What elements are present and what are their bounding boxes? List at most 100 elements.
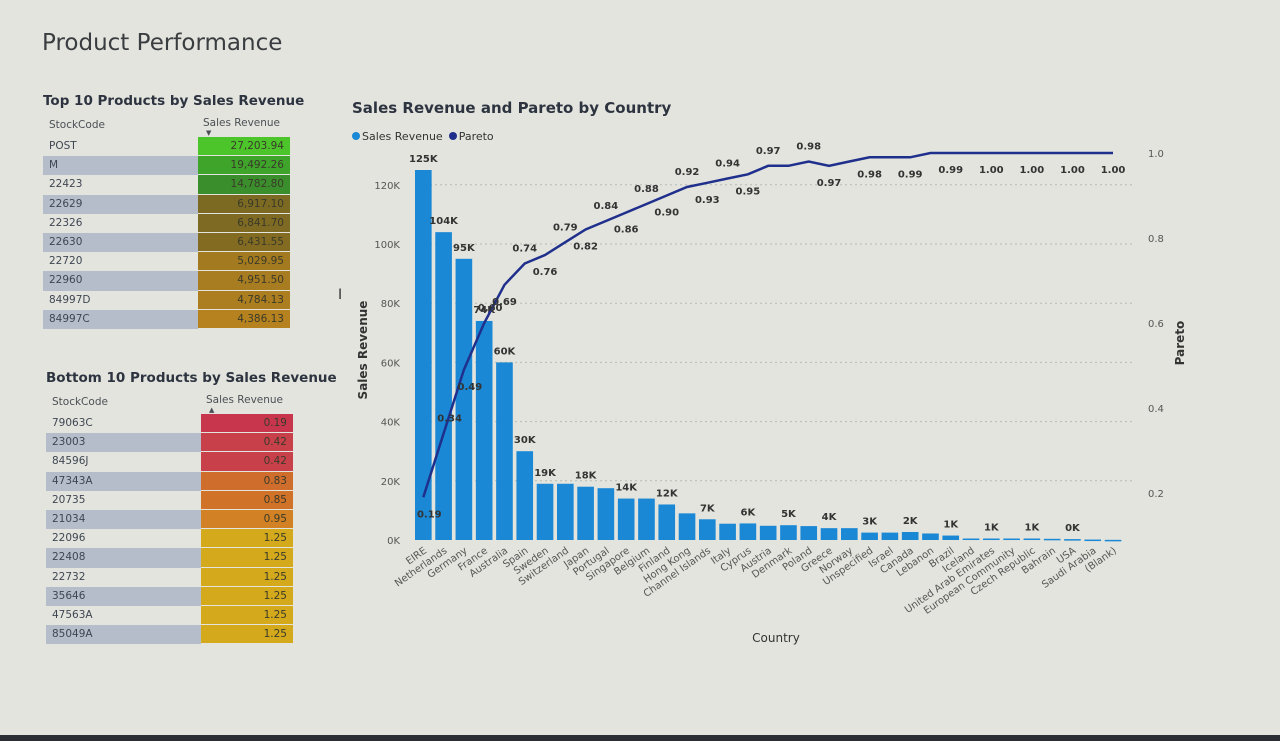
col-header-sales-revenue[interactable]: Sales Revenue xyxy=(203,117,281,129)
table-row[interactable]: 22629 6,917.10 xyxy=(43,194,293,214)
pareto-data-label: 1.00 xyxy=(1060,165,1085,176)
table-row[interactable]: 22408 1.25 xyxy=(46,548,296,568)
col-header-stockcode[interactable]: StockCode xyxy=(49,119,105,131)
sales-revenue-cell: 6,917.10 xyxy=(198,194,290,214)
y-tick-label: 80K xyxy=(381,299,401,310)
table-row[interactable]: 79063C 0.19 xyxy=(46,414,296,434)
stockcode-cell: 35646 xyxy=(46,586,201,606)
bar-spain xyxy=(516,451,534,540)
y-tick-label: 20K xyxy=(381,477,401,488)
legend-dot-icon xyxy=(352,132,360,140)
table-row[interactable]: 84596J 0.42 xyxy=(46,452,296,472)
page-title: Product Performance xyxy=(42,30,283,56)
bar-data-label: 1K xyxy=(943,520,959,531)
bar-lebanon xyxy=(922,533,939,540)
table-row[interactable]: 22960 4,951.50 xyxy=(43,271,293,291)
table-row[interactable]: 85049A 1.25 xyxy=(46,625,296,645)
col-header-sales-revenue[interactable]: Sales Revenue xyxy=(206,394,284,406)
table-row[interactable]: 22096 1.25 xyxy=(46,529,296,549)
bar-data-label: 19K xyxy=(534,468,557,479)
col-header-stockcode[interactable]: StockCode xyxy=(52,396,108,408)
table-row[interactable]: 47563A 1.25 xyxy=(46,605,296,626)
bar-switzerland xyxy=(557,483,574,540)
sales-revenue-cell: 27,203.94 xyxy=(198,137,290,157)
stockcode-cell: 22408 xyxy=(46,548,201,568)
table-row[interactable]: 21034 0.95 xyxy=(46,509,296,530)
bar-data-label: 1K xyxy=(984,523,1000,534)
table-row[interactable]: 84997D 4,784.13 xyxy=(43,290,293,310)
table-row[interactable]: 84997C 4,386.13 xyxy=(43,309,293,329)
bar-data-label: 6K xyxy=(741,507,757,518)
stockcode-cell: 22096 xyxy=(52,532,86,545)
pareto-data-label: 0.93 xyxy=(695,195,720,206)
table-row[interactable]: 47343A 0.83 xyxy=(46,471,296,491)
pareto-data-label: 0.98 xyxy=(857,169,882,180)
y-tick-label: 120K xyxy=(374,181,400,192)
stockcode-cell: 84596J xyxy=(52,455,89,468)
table-row[interactable]: 22630 6,431.55 xyxy=(43,232,293,253)
bar-belgium xyxy=(638,498,655,540)
stockcode-cell: 84997D xyxy=(49,293,91,306)
table-row[interactable]: 35646 1.25 xyxy=(46,586,296,606)
sales-revenue-cell: 1.25 xyxy=(201,605,293,626)
table-row[interactable]: M 19,492.26 xyxy=(43,156,293,176)
bar-united-arab-emirates xyxy=(983,538,1000,541)
pareto-data-label: 0.90 xyxy=(654,208,679,219)
table-row[interactable]: 22732 1.25 xyxy=(46,567,296,587)
pareto-data-label: 0.97 xyxy=(756,146,781,157)
sales-revenue-cell: 1.25 xyxy=(201,586,293,606)
bar-germany xyxy=(455,258,473,540)
table-row[interactable]: 20735 0.85 xyxy=(46,490,296,510)
y-tick-label: 60K xyxy=(381,358,401,369)
pareto-data-label: 0.99 xyxy=(898,169,923,180)
bar-denmark xyxy=(780,525,797,540)
bottom-products-table[interactable]: StockCode Sales Revenue ▲ 79063C 0.19 2300… xyxy=(46,392,296,645)
pareto-data-label: 0.97 xyxy=(817,178,842,189)
y2-tick-label: 0.6 xyxy=(1148,319,1164,330)
top-products-table[interactable]: StockCode Sales Revenue ▼ POST 27,203.94 M… xyxy=(43,115,293,329)
bar-austria xyxy=(759,525,777,540)
bar-data-label: 4K xyxy=(822,512,838,523)
pareto-data-label: 0.94 xyxy=(715,159,740,170)
pareto-data-label: 1.00 xyxy=(979,165,1004,176)
sort-asc-icon[interactable]: ▲ xyxy=(209,406,215,414)
table-row[interactable]: 22423 14,782.80 xyxy=(43,175,293,195)
bar-saudi-arabia xyxy=(1084,539,1102,542)
table-header: StockCode Sales Revenue ▲ xyxy=(46,392,296,414)
bar-data-label: 5K xyxy=(781,509,797,520)
sort-desc-icon[interactable]: ▼ xyxy=(206,129,212,137)
table-row[interactable]: 23003 0.42 xyxy=(46,433,296,453)
stockcode-cell: 22720 xyxy=(49,255,83,268)
table-row[interactable]: 22326 6,841.70 xyxy=(43,213,293,233)
pareto-data-label: 0.82 xyxy=(573,242,598,253)
bar-sweden xyxy=(536,483,554,540)
sales-revenue-cell: 1.25 xyxy=(201,625,293,645)
y-tick-label: 0K xyxy=(387,536,400,547)
sales-revenue-cell: 0.95 xyxy=(201,509,293,530)
legend-dot-icon xyxy=(448,132,457,140)
table-row[interactable]: POST 27,203.94 xyxy=(43,137,293,157)
sales-revenue-cell: 6,431.55 xyxy=(198,232,290,253)
text-cursor-icon: I xyxy=(338,287,343,303)
bar-data-label: 18K xyxy=(575,471,598,482)
legend-item-pareto[interactable]: Pareto xyxy=(448,130,494,143)
pareto-data-label: 1.00 xyxy=(1101,165,1126,176)
bar--blank- xyxy=(1104,539,1122,542)
stockcode-cell: 23003 xyxy=(46,433,201,453)
bar-cyprus xyxy=(739,523,757,540)
bar-data-label: 12K xyxy=(656,488,679,499)
bar-data-label: 0K xyxy=(1065,523,1081,534)
table-row[interactable]: 22720 5,029.95 xyxy=(43,252,293,272)
sales-revenue-cell: 4,386.13 xyxy=(198,309,290,329)
legend-item-sales-revenue[interactable]: Sales Revenue xyxy=(352,130,443,143)
bar-poland xyxy=(800,526,818,540)
stockcode-cell: 20735 xyxy=(52,493,86,506)
pareto-data-label: 0.99 xyxy=(938,165,963,176)
screen-bezel xyxy=(0,735,1280,741)
table-body: 79063C 0.19 23003 0.42 84596J 0.42 47343A 0.83 2… xyxy=(46,414,296,645)
y2-tick-label: 0.8 xyxy=(1148,234,1164,245)
sales-revenue-cell: 0.19 xyxy=(201,414,293,434)
stockcode-cell: 22326 xyxy=(49,216,83,229)
